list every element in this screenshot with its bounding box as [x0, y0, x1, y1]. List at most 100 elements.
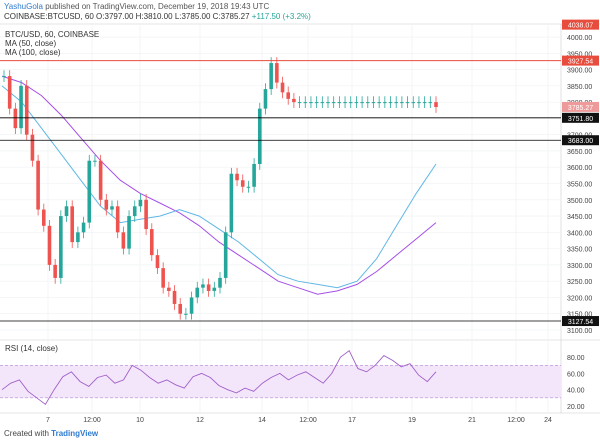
- candle-body: [36, 160, 40, 210]
- candle-body: [76, 232, 80, 243]
- time-tick-label: 7: [46, 417, 50, 424]
- candle-body: [235, 173, 239, 181]
- price-tick-label: 3650.00: [567, 149, 592, 156]
- candle-body: [337, 102, 342, 104]
- candle-body: [93, 160, 97, 162]
- candle-body: [394, 102, 399, 104]
- candle-body: [269, 63, 273, 90]
- tradingview-logo[interactable]: TradingView: [51, 429, 99, 438]
- open-value: O:3797.00: [96, 12, 134, 21]
- candle-body: [19, 85, 23, 129]
- candle-body: [201, 284, 205, 288]
- time-tick-label: 12:00: [299, 417, 317, 424]
- rsi-line: [1, 350, 437, 405]
- published-text: published on TradingView.com, December 1…: [45, 2, 270, 11]
- price-tag-box: [562, 55, 599, 66]
- time-tick-label: 24: [544, 417, 552, 424]
- time-axis[interactable]: 7 12:00 10 12 14 12:00 17 19 21 12:00 24: [46, 417, 552, 424]
- close-value: C:3785.27: [212, 12, 250, 21]
- candle-body: [417, 102, 421, 104]
- price-tick-label: 3250.00: [567, 279, 592, 286]
- candle-body: [275, 63, 279, 83]
- candle-body: [343, 102, 347, 104]
- price-tick-label: 3600.00: [567, 165, 592, 172]
- rsi-reference-lines: [0, 365, 561, 399]
- price-tag-label: 3785.27: [568, 105, 593, 112]
- symbol-ohlc-line: COINBASE:BTCUSD, 60 O:3797.00 H:3810.00 …: [4, 12, 311, 21]
- candle-body: [218, 277, 222, 288]
- published-line: YashuGola published on TradingView.com, …: [4, 2, 269, 11]
- candle-body: [354, 102, 359, 104]
- price-tick-label: 3100.00: [567, 328, 592, 335]
- candle-body: [167, 287, 171, 291]
- price-axis[interactable]: 3100.00 3150.00 3200.00 3250.00 3300.00 3350.…: [567, 35, 592, 335]
- candle-body: [149, 229, 154, 256]
- rsi-tick-label: 60.00: [567, 371, 585, 378]
- candle-body: [348, 102, 353, 104]
- candle-body: [246, 186, 251, 188]
- candle-body: [64, 206, 69, 217]
- low-value: L:3785.00: [174, 12, 211, 21]
- footer: Created with TradingView: [4, 429, 98, 438]
- rsi-tick-label: 20.00: [567, 404, 585, 411]
- price-tick-label: 3400.00: [567, 230, 592, 237]
- candle-body: [331, 102, 336, 104]
- candle-body: [172, 290, 177, 304]
- candle-body: [104, 199, 109, 210]
- candle-body: [422, 102, 427, 104]
- candle-body: [47, 225, 52, 265]
- candle-body: [320, 102, 325, 104]
- price-tags: 4038.07 3927.54 3785.27 3751.80 3683.00 3127.…: [562, 19, 599, 327]
- candle-body: [189, 297, 194, 314]
- legend-title: BTC/USD, 60, COINBASE: [5, 30, 100, 39]
- candle-body: [223, 232, 228, 278]
- price-tag-label: 3127.54: [568, 319, 593, 326]
- candle-body: [303, 102, 308, 104]
- candle-body: [411, 102, 416, 104]
- candle-body: [24, 85, 29, 135]
- candle-body: [257, 108, 262, 164]
- ma-50-line: [1, 85, 437, 289]
- candle-body: [229, 173, 234, 233]
- candle-body: [206, 284, 211, 291]
- time-tick-label: 12:00: [507, 417, 525, 424]
- price-tick-label: 3850.00: [567, 84, 592, 91]
- candle-body: [297, 102, 302, 104]
- time-tick-label: 17: [348, 417, 356, 424]
- created-with-text: Created with: [4, 429, 49, 438]
- candle-body: [400, 102, 404, 104]
- price-tag-box: [562, 316, 599, 327]
- price-tag-box: [562, 135, 599, 146]
- price-tick-label: 3300.00: [567, 263, 592, 270]
- candle-body: [53, 264, 57, 278]
- symbol-name: COINBASE:BTCUSD, 60: [4, 12, 94, 21]
- ma-100-line: [1, 75, 437, 295]
- price-tick-label: 3150.00: [567, 312, 592, 319]
- candle-body: [30, 134, 35, 161]
- rsi-line-group: [1, 350, 437, 405]
- time-tick-label: 14: [258, 417, 266, 424]
- candle-body: [7, 76, 12, 109]
- rsi-axis[interactable]: 20.00 40.00 60.00 80.00: [567, 355, 585, 411]
- candle-body: [81, 222, 86, 233]
- time-tick-label: 21: [468, 417, 476, 424]
- price-tag-box: [562, 101, 599, 112]
- price-pane: [0, 24, 561, 340]
- price-tag-label: 3927.54: [568, 59, 593, 66]
- time-tick-label: 12: [196, 417, 204, 424]
- change-value: +117.50 (+3.2%): [251, 12, 311, 21]
- candle-body: [383, 102, 387, 104]
- candle-body: [377, 102, 381, 104]
- price-tag-label: 4038.07: [568, 23, 593, 30]
- candle-body: [132, 206, 137, 217]
- time-tick-label: 19: [408, 417, 416, 424]
- candle-body: [292, 98, 296, 103]
- candle-body: [127, 216, 131, 249]
- candle-body: [280, 82, 285, 93]
- time-tick-label: 10: [136, 417, 144, 424]
- candle-body: [371, 102, 376, 104]
- candle-body: [286, 92, 291, 99]
- candle-body: [365, 102, 370, 104]
- author-link[interactable]: YashuGola: [4, 2, 43, 11]
- time-tick-label: 12:00: [83, 417, 101, 424]
